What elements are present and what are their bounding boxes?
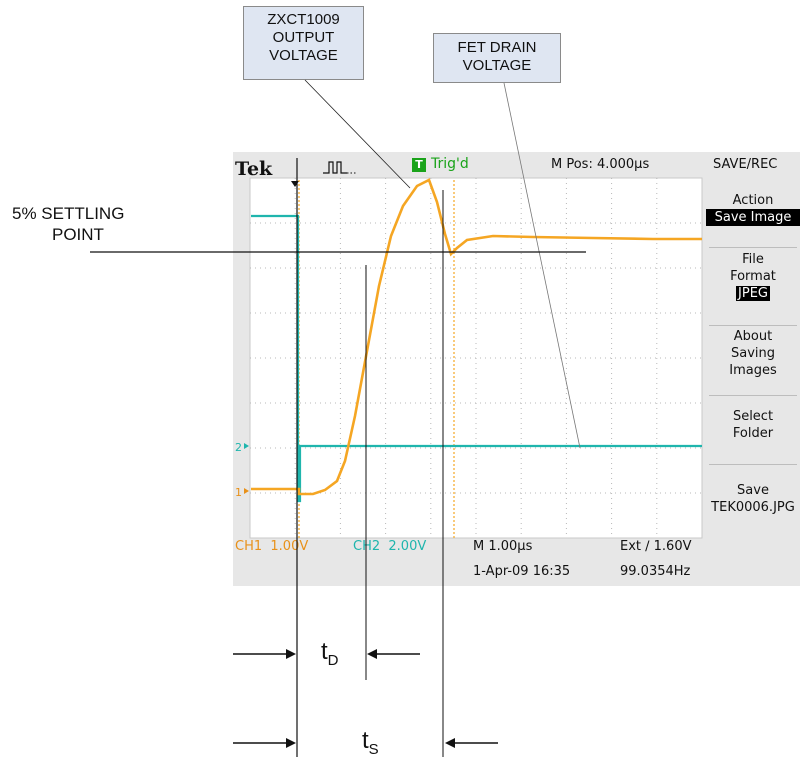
fet-drain-callout: FET DRAIN VOLTAGE — [433, 33, 561, 83]
action-menu-item[interactable]: Action Save Image — [706, 192, 800, 226]
action-label: Action — [732, 193, 774, 208]
td-label: tD — [321, 638, 339, 669]
select-folder-menu-item[interactable]: Select Folder — [706, 408, 800, 442]
menu-divider — [709, 247, 797, 248]
trigger-status: Trig'd — [431, 156, 469, 172]
output-voltage-callout: ZXCT1009 OUTPUT VOLTAGE — [243, 6, 364, 80]
save-menu-item[interactable]: Save TEK0006.JPG — [706, 482, 800, 516]
frequency: 99.0354Hz — [620, 564, 691, 579]
td-subscript: D — [327, 651, 339, 669]
file-format-menu-item[interactable]: File Format JPEG — [706, 251, 800, 302]
menu-divider — [709, 395, 797, 396]
select-line-2: Folder — [732, 426, 774, 441]
format-value-wrap: JPEG — [706, 285, 800, 302]
action-value: Save Image — [706, 209, 800, 226]
output-voltage-line-3: VOLTAGE — [269, 47, 338, 64]
format-value: JPEG — [736, 286, 770, 301]
about-saving-menu-item[interactable]: About Saving Images — [706, 328, 800, 379]
menu-divider — [709, 325, 797, 326]
ch2-scale: CH2 2.00V — [353, 539, 427, 554]
tek-logo: Tek — [235, 158, 273, 180]
ch2-marker-label: 2 — [235, 441, 242, 454]
format-label: Format — [730, 269, 776, 284]
waveform-display: 2 1 — [235, 177, 703, 539]
ch2-marker: 2 — [235, 441, 249, 454]
oscilloscope-screen: Tek T Trig'd M Pos: 4.000µs SAVE/REC Act… — [233, 152, 800, 586]
ch2-trace — [251, 214, 702, 503]
ts-subscript: S — [368, 740, 379, 758]
save-file: TEK0006.JPG — [711, 500, 795, 515]
ch1-marker: 1 — [235, 486, 249, 499]
acquisition-icon — [323, 161, 357, 174]
about-line-2: Saving — [730, 346, 775, 361]
fet-drain-line-2: VOLTAGE — [462, 57, 532, 74]
date-time: 1-Apr-09 16:35 — [473, 564, 571, 579]
timebase: M 1.00µs — [473, 539, 533, 554]
select-line-1: Select — [732, 409, 774, 424]
menu-title: SAVE/REC — [713, 157, 778, 172]
ts-symbol: t — [362, 727, 369, 754]
output-voltage-leader — [304, 79, 411, 189]
about-line-1: About — [733, 329, 773, 344]
menu-divider — [709, 464, 797, 465]
ch1-trace — [251, 178, 702, 496]
about-line-3: Images — [729, 363, 777, 378]
td-symbol: t — [321, 638, 328, 665]
file-label: File — [742, 252, 764, 267]
ch1-scale: CH1 1.00V — [235, 539, 309, 554]
settling-line-1: 5% SETTLING — [12, 204, 125, 223]
ch1-marker-label: 1 — [235, 486, 242, 499]
output-voltage-line-1: ZXCT1009 — [267, 11, 340, 28]
settling-line-2: POINT — [52, 225, 104, 244]
trigger-badge: T — [412, 158, 426, 172]
ts-label: tS — [362, 727, 379, 758]
settling-point-label: 5% SETTLING POINT — [12, 203, 124, 245]
trigger-setting: Ext ∕ 1.60V — [620, 539, 692, 554]
fet-drain-leader — [503, 82, 581, 449]
fet-drain-line-1: FET DRAIN — [457, 39, 537, 56]
output-voltage-line-2: OUTPUT — [272, 29, 335, 46]
m-position: M Pos: 4.000µs — [551, 157, 650, 172]
save-label: Save — [737, 483, 769, 498]
